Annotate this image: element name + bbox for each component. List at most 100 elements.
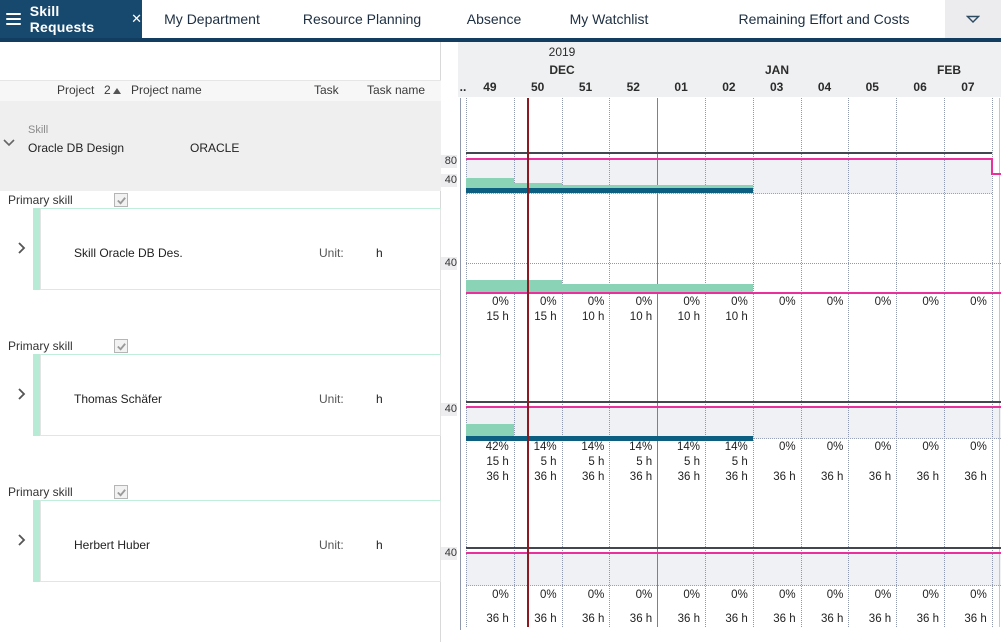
allocation-cell[interactable]: 15 h <box>486 456 509 468</box>
col-project[interactable]: Project <box>57 83 95 97</box>
allocation-cell[interactable]: 10 h <box>582 311 605 323</box>
allocation-cell[interactable]: 15 h <box>534 311 557 323</box>
allocation-cell[interactable]: 10 h <box>725 311 748 323</box>
allocation-cell[interactable]: 0% <box>731 296 748 308</box>
col-task[interactable]: Task <box>314 83 339 97</box>
allocation-cell[interactable]: 14% <box>533 441 557 453</box>
month-boundary-line <box>657 98 659 627</box>
allocation-cell[interactable]: 0% <box>778 441 796 453</box>
allocation-cell[interactable]: 36 h <box>725 471 748 483</box>
allocation-cell[interactable]: 0% <box>970 441 987 453</box>
allocation-cell[interactable]: 42% <box>485 441 509 453</box>
allocation-cell[interactable]: 0% <box>539 589 557 601</box>
allocation-cell[interactable]: 36 h <box>486 613 509 625</box>
menu-icon[interactable] <box>6 13 21 25</box>
allocation-cell[interactable]: 0% <box>492 589 509 601</box>
section-header-primary-skill: Primary skill <box>8 339 73 353</box>
allocation-cell[interactable]: 5 h <box>540 456 557 468</box>
allocation-cell[interactable]: 5 h <box>588 456 605 468</box>
allocation-cell[interactable]: 0% <box>922 441 939 453</box>
allocation-cell[interactable]: 0% <box>635 589 653 601</box>
tab-skill-requests[interactable]: Skill Requests ✕ <box>0 0 142 38</box>
allocation-cell[interactable]: 0% <box>587 296 605 308</box>
allocation-cell[interactable]: 36 h <box>916 613 939 625</box>
allocation-cell[interactable]: 5 h <box>683 456 700 468</box>
allocation-cell[interactable]: 0% <box>539 296 557 308</box>
close-tab-icon[interactable]: ✕ <box>131 11 142 26</box>
tab-remaining-effort-and-costs[interactable]: Remaining Effort and Costs <box>738 11 910 27</box>
timeline-year: 2019 <box>548 45 576 59</box>
tab-my-watchlist[interactable]: My Watchlist <box>569 11 649 27</box>
primary-skill-checkbox[interactable] <box>114 485 128 499</box>
row-color-strip <box>33 500 40 582</box>
sort-indicator[interactable]: 2 <box>104 83 121 97</box>
allocation-cell[interactable]: 0% <box>492 296 509 308</box>
timeline-week-label: 01 <box>674 80 688 94</box>
allocation-cell[interactable]: 36 h <box>916 471 939 483</box>
allocation-cell[interactable]: 0% <box>922 296 939 308</box>
allocation-cell[interactable]: 36 h <box>821 613 844 625</box>
allocation-cell[interactable]: 36 h <box>582 471 605 483</box>
allocation-cell[interactable]: 10 h <box>677 311 700 323</box>
allocation-cell[interactable]: 36 h <box>486 471 509 483</box>
allocation-cell[interactable]: 15 h <box>486 311 509 323</box>
collapse-chevron-icon[interactable] <box>3 134 15 152</box>
resource-row-skill-oracle-db-des[interactable]: Skill Oracle DB Des. Unit: h <box>40 208 441 290</box>
col-task-name[interactable]: Task name <box>367 83 426 97</box>
allocation-cell[interactable]: 36 h <box>629 613 653 625</box>
allocation-cell[interactable]: 36 h <box>582 613 605 625</box>
primary-skill-checkbox[interactable] <box>114 339 128 353</box>
allocation-cell[interactable]: 14% <box>581 441 605 453</box>
allocation-cell[interactable]: 36 h <box>868 613 892 625</box>
week-gridline <box>752 98 754 627</box>
allocation-cell[interactable]: 0% <box>970 589 987 601</box>
allocation-cell[interactable]: 14% <box>724 441 748 453</box>
allocation-cell[interactable]: 36 h <box>821 471 844 483</box>
allocation-cell[interactable]: 36 h <box>773 613 796 625</box>
expand-row-icon[interactable] <box>18 387 26 405</box>
resource-row-herbert-huber[interactable]: Herbert Huber Unit: h <box>40 500 441 582</box>
allocation-cell[interactable]: 0% <box>778 296 796 308</box>
allocation-cell[interactable]: 36 h <box>677 613 700 625</box>
tab-absence[interactable]: Absence <box>466 11 522 27</box>
allocation-cell[interactable]: 5 h <box>731 456 748 468</box>
expand-row-icon[interactable] <box>18 241 26 259</box>
allocation-cell[interactable]: 36 h <box>725 613 748 625</box>
tab-my-department[interactable]: My Department <box>164 11 260 27</box>
allocation-cell[interactable]: 0% <box>826 296 844 308</box>
allocation-cell[interactable]: 14% <box>629 441 653 453</box>
allocation-cell[interactable]: 0% <box>826 441 844 453</box>
allocation-cell[interactable]: 36 h <box>629 471 653 483</box>
expand-row-icon[interactable] <box>18 533 26 551</box>
primary-skill-checkbox[interactable] <box>114 193 128 207</box>
resource-row-thomas-schaefer[interactable]: Thomas Schäfer Unit: h <box>40 354 441 436</box>
group-row-skill[interactable]: Skill Oracle DB Design ORACLE <box>0 101 441 191</box>
unit-label: Unit: <box>319 538 344 552</box>
allocation-cell[interactable]: 36 h <box>534 613 557 625</box>
allocation-cell[interactable]: 0% <box>731 589 748 601</box>
tab-overflow-button[interactable] <box>945 0 1001 38</box>
allocation-cell[interactable]: 0% <box>874 296 892 308</box>
allocation-cell[interactable]: 0% <box>874 441 892 453</box>
allocation-cell[interactable]: 0% <box>683 296 700 308</box>
allocation-cell[interactable]: 0% <box>683 589 700 601</box>
allocation-cell[interactable]: 36 h <box>677 471 700 483</box>
allocation-cell[interactable]: 0% <box>970 296 987 308</box>
allocation-cell[interactable]: 10 h <box>629 311 653 323</box>
allocation-cell[interactable]: 0% <box>778 589 796 601</box>
allocation-cell[interactable]: 0% <box>826 589 844 601</box>
timeline-week-label: 51 <box>578 80 593 94</box>
allocation-cell[interactable]: 0% <box>922 589 939 601</box>
allocation-cell[interactable]: 36 h <box>964 613 987 625</box>
allocation-cell[interactable]: 5 h <box>636 456 653 468</box>
col-project-name[interactable]: Project name <box>131 83 202 97</box>
allocation-cell[interactable]: 36 h <box>534 471 557 483</box>
allocation-cell[interactable]: 36 h <box>964 471 987 483</box>
allocation-cell[interactable]: 0% <box>635 296 653 308</box>
allocation-cell[interactable]: 36 h <box>868 471 892 483</box>
allocation-cell[interactable]: 36 h <box>773 471 796 483</box>
allocation-cell[interactable]: 0% <box>587 589 605 601</box>
allocation-cell[interactable]: 14% <box>676 441 700 453</box>
allocation-cell[interactable]: 0% <box>874 589 892 601</box>
tab-resource-planning[interactable]: Resource Planning <box>302 11 422 27</box>
